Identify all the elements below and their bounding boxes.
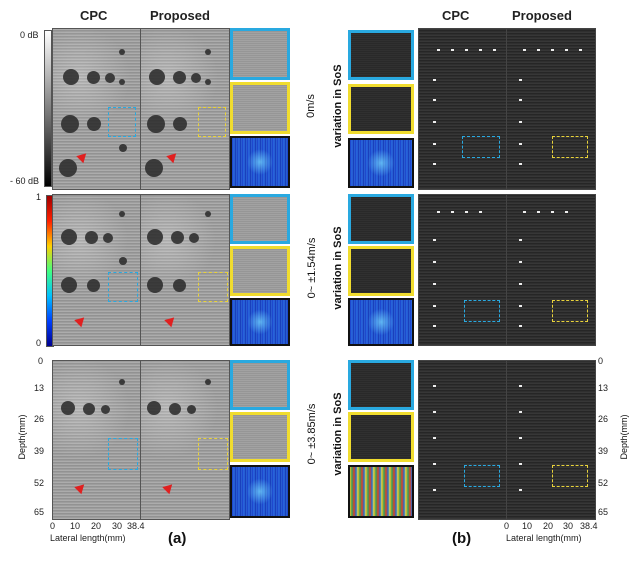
b-row3-inset-cpc bbox=[348, 360, 414, 410]
panel-b-header-proposed: Proposed bbox=[512, 8, 572, 23]
panel-b-header-cpc: CPC bbox=[442, 8, 470, 23]
a-row3-proposed-image bbox=[140, 360, 230, 520]
b-caption: (b) bbox=[452, 530, 472, 547]
b-row3-inset-heatmap bbox=[348, 465, 414, 518]
a-x-axis-label: Lateral length(mm) bbox=[50, 533, 126, 543]
b-row3-proposed-roi-box bbox=[552, 465, 588, 487]
a-row1-inset-proposed bbox=[230, 82, 290, 134]
b-row3-cpc-image bbox=[418, 360, 508, 520]
a-y-tick-5: 65 bbox=[34, 507, 45, 517]
b-row3-speed-label: 0~ ±3.85m/s bbox=[306, 403, 318, 465]
panel-a-header-proposed: Proposed bbox=[150, 8, 210, 23]
a-row2-inset-proposed bbox=[230, 246, 290, 296]
b-row2-proposed-roi-box bbox=[552, 300, 588, 322]
b-row3-variation-label: variation in SoS bbox=[332, 392, 344, 476]
grayscale-colorbar bbox=[44, 30, 52, 187]
panel-a-header-cpc: CPC bbox=[80, 8, 108, 23]
b-row2-inset-cpc bbox=[348, 194, 414, 244]
b-row3-proposed-image bbox=[506, 360, 596, 520]
a-row2-proposed-roi-box bbox=[198, 272, 228, 302]
b-row1-speed-label: 0m/s bbox=[305, 94, 317, 118]
a-caption: (a) bbox=[168, 530, 187, 547]
b-y-tick-2: 26 bbox=[598, 414, 609, 424]
a-x-tick-4: 38.4 bbox=[127, 521, 145, 531]
colorbar-top-label: 0 dB bbox=[20, 30, 39, 40]
b-x-tick-2: 20 bbox=[543, 521, 554, 531]
b-row1-cpc-roi-box bbox=[462, 136, 500, 158]
a-x-tick-1: 10 bbox=[70, 521, 81, 531]
b-x-tick-1: 10 bbox=[522, 521, 533, 531]
a-y-tick-2: 26 bbox=[34, 414, 45, 424]
b-x-tick-4: 38.4 bbox=[580, 521, 598, 531]
a-row2-proposed-image bbox=[140, 194, 230, 346]
a-y-tick-3: 39 bbox=[34, 446, 45, 456]
b-y-axis-label: Depth(mm) bbox=[619, 414, 629, 460]
b-row2-variation-label: variation in SoS bbox=[332, 226, 344, 310]
a-x-tick-3: 30 bbox=[112, 521, 123, 531]
b-row2-inset-heatmap bbox=[348, 298, 414, 346]
a-row1-inset-cpc bbox=[230, 28, 290, 80]
b-row2-inset-proposed bbox=[348, 246, 414, 296]
a-row2-cpc-image bbox=[52, 194, 142, 346]
b-y-tick-4: 52 bbox=[598, 478, 609, 488]
b-y-tick-3: 39 bbox=[598, 446, 609, 456]
a-row2-inset-heatmap bbox=[230, 298, 290, 346]
b-row3-inset-proposed bbox=[348, 412, 414, 462]
a-row3-proposed-roi-box bbox=[198, 438, 228, 470]
b-y-tick-5: 65 bbox=[598, 507, 609, 517]
a-row1-proposed-roi-box bbox=[198, 107, 226, 137]
b-row1-inset-cpc bbox=[348, 30, 414, 80]
b-y-tick-0: 0 bbox=[598, 356, 604, 366]
b-row1-inset-proposed bbox=[348, 84, 414, 134]
a-row1-inset-heatmap bbox=[230, 136, 290, 188]
b-row2-proposed-image bbox=[506, 194, 596, 346]
b-x-tick-3: 30 bbox=[563, 521, 574, 531]
a-row1-proposed-image bbox=[140, 28, 230, 190]
a-x-tick-2: 20 bbox=[91, 521, 102, 531]
b-row1-proposed-roi-box bbox=[552, 136, 588, 158]
a-row2-cpc-roi-box bbox=[108, 272, 138, 302]
a-y-tick-1: 13 bbox=[34, 383, 45, 393]
b-row1-inset-heatmap bbox=[348, 138, 414, 188]
a-row3-cpc-roi-box bbox=[108, 438, 138, 470]
jet-colorbar-bottom-label: 0 bbox=[36, 338, 42, 348]
a-row2-inset-cpc bbox=[230, 194, 290, 244]
b-row3-cpc-roi-box bbox=[464, 465, 500, 487]
a-row3-inset-heatmap bbox=[230, 465, 290, 518]
b-row1-proposed-image bbox=[506, 28, 596, 190]
b-row1-cpc-image bbox=[418, 28, 508, 190]
b-x-axis-label: Lateral length(mm) bbox=[506, 533, 582, 543]
a-y-tick-4: 52 bbox=[34, 478, 45, 488]
a-row1-cpc-roi-box bbox=[108, 107, 136, 137]
b-row2-speed-label: 0~ ±1.54m/s bbox=[306, 237, 318, 299]
b-row2-cpc-roi-box bbox=[464, 300, 500, 322]
a-y-tick-0: 0 bbox=[38, 356, 44, 366]
a-x-tick-0: 0 bbox=[50, 521, 56, 531]
a-row3-inset-cpc bbox=[230, 360, 290, 410]
a-y-axis-label: Depth(mm) bbox=[17, 414, 27, 460]
b-row1-variation-label: variation in SoS bbox=[332, 64, 344, 148]
b-row2-cpc-image bbox=[418, 194, 508, 346]
b-x-tick-0: 0 bbox=[504, 521, 510, 531]
colorbar-bottom-label: - 60 dB bbox=[10, 176, 40, 186]
a-row3-cpc-image bbox=[52, 360, 142, 520]
b-y-tick-1: 13 bbox=[598, 383, 609, 393]
a-row3-inset-proposed bbox=[230, 412, 290, 462]
jet-colorbar-top-label: 1 bbox=[36, 192, 42, 202]
